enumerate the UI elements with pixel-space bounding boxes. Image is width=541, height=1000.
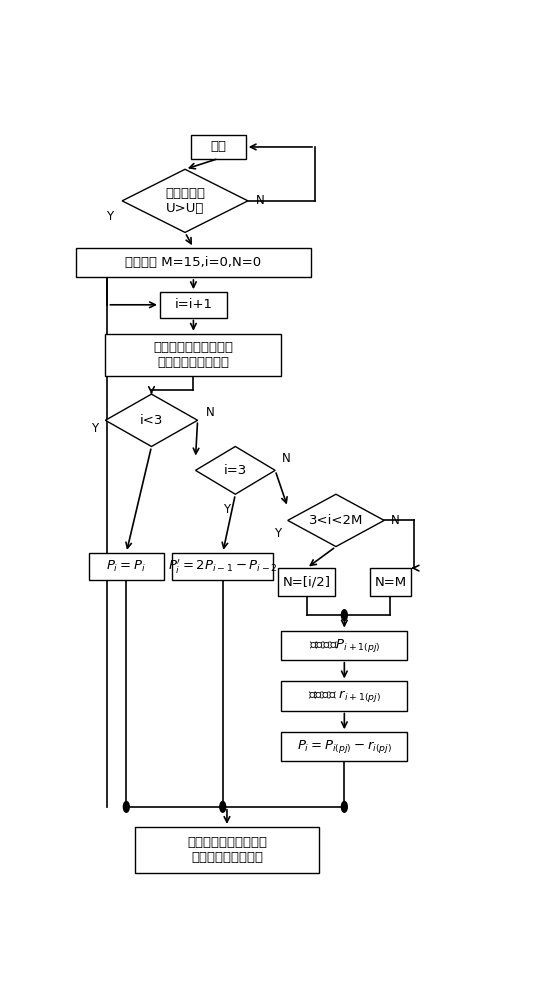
- FancyBboxPatch shape: [160, 292, 227, 318]
- Text: 加入修正 $r_{i+1(pj)}$: 加入修正 $r_{i+1(pj)}$: [308, 688, 381, 704]
- Text: 计算得到$P_{i+1(pj)}$: 计算得到$P_{i+1(pj)}$: [308, 637, 380, 654]
- FancyBboxPatch shape: [105, 334, 281, 376]
- FancyBboxPatch shape: [281, 732, 407, 761]
- FancyBboxPatch shape: [278, 568, 335, 596]
- Text: i<3: i<3: [140, 414, 163, 427]
- Polygon shape: [195, 446, 275, 494]
- FancyBboxPatch shape: [89, 553, 164, 580]
- Circle shape: [220, 801, 226, 812]
- FancyBboxPatch shape: [281, 681, 407, 711]
- Text: 设定初值 M=15,i=0,N=0: 设定初值 M=15,i=0,N=0: [126, 256, 261, 269]
- Text: 光伏电压侧
U>U起: 光伏电压侧 U>U起: [165, 187, 205, 215]
- Text: i=i+1: i=i+1: [174, 298, 213, 311]
- Text: N: N: [256, 194, 265, 207]
- FancyBboxPatch shape: [173, 553, 273, 580]
- Text: 采集光伏电压、电流数
据，计算得到功率值: 采集光伏电压、电流数 据，计算得到功率值: [154, 341, 233, 369]
- FancyBboxPatch shape: [76, 248, 311, 277]
- Text: Y: Y: [223, 503, 230, 516]
- Text: $P_i = P_i$: $P_i = P_i$: [107, 559, 146, 574]
- Polygon shape: [288, 494, 384, 547]
- Text: N: N: [206, 406, 215, 419]
- Text: N=[i/2]: N=[i/2]: [282, 576, 331, 588]
- Text: $P_i = P_{i(pj)} - r_{i(pj)}$: $P_i = P_{i(pj)} - r_{i(pj)}$: [297, 738, 392, 755]
- Text: 3<i<2M: 3<i<2M: [309, 514, 363, 527]
- Circle shape: [341, 801, 347, 812]
- Circle shape: [341, 610, 347, 620]
- FancyBboxPatch shape: [192, 135, 246, 158]
- Text: $P_i^{\prime} = 2P_{i-1} - P_{i-2}$: $P_i^{\prime} = 2P_{i-1} - P_{i-2}$: [168, 557, 278, 576]
- Text: Y: Y: [91, 422, 98, 434]
- Text: 预测值效率变换后给逆
变器作为功率输出值: 预测值效率变换后给逆 变器作为功率输出值: [187, 836, 267, 864]
- Text: 开始: 开始: [210, 140, 227, 153]
- Polygon shape: [105, 394, 197, 446]
- Circle shape: [123, 801, 129, 812]
- FancyBboxPatch shape: [370, 568, 411, 596]
- Text: N=M: N=M: [374, 576, 406, 588]
- Text: N: N: [391, 514, 399, 527]
- Polygon shape: [122, 169, 248, 232]
- Text: Y: Y: [106, 210, 113, 223]
- FancyBboxPatch shape: [281, 631, 407, 660]
- Text: i=3: i=3: [224, 464, 247, 477]
- Text: Y: Y: [274, 527, 281, 540]
- FancyBboxPatch shape: [135, 827, 319, 873]
- Text: N: N: [281, 452, 290, 465]
